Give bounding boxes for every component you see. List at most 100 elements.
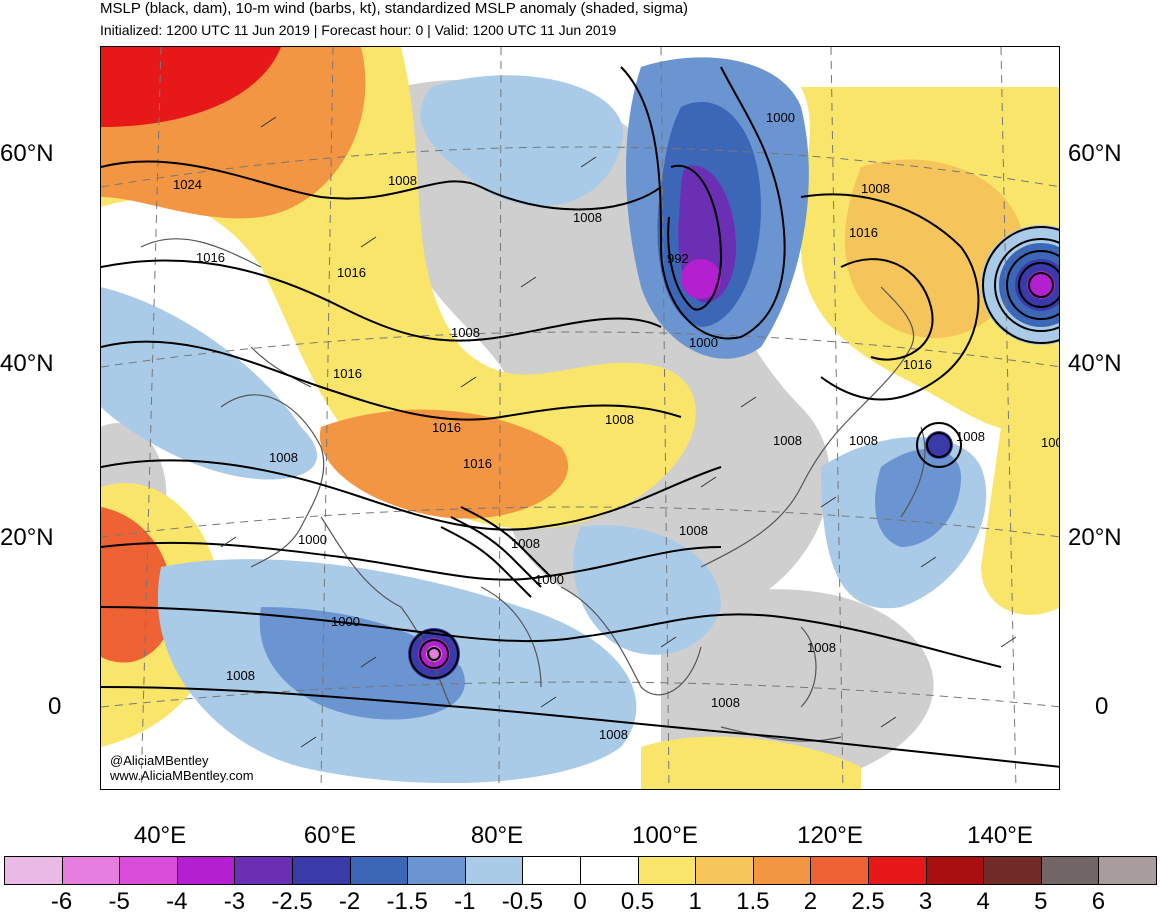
colorbar-label: 0 <box>573 888 587 915</box>
lat-label-right: 20°N <box>1068 524 1122 551</box>
low-center-anomaly <box>681 259 721 299</box>
colorbar-label: 2.5 <box>851 888 885 915</box>
lat-label-left: 20°N <box>0 524 54 551</box>
isobar-label: 1016 <box>432 420 461 435</box>
colorbar-swatch <box>1098 856 1157 885</box>
colorbar-swatch <box>868 856 927 885</box>
positive-anomaly-tibet <box>319 409 569 519</box>
lat-label-right: 0 <box>1095 693 1109 720</box>
colorbar-swatch <box>176 856 236 885</box>
colorbar-label: -3 <box>223 888 246 915</box>
negative-anomaly-bay-of-bengal <box>573 525 721 655</box>
isobar-label: 1008 <box>605 412 634 427</box>
colorbar-swatch <box>119 856 178 885</box>
colorbar-swatch <box>522 856 581 885</box>
colorbar-swatch <box>637 856 697 885</box>
colorbar-label: -2.5 <box>271 888 313 915</box>
credit-website: www.AliciaMBentley.com <box>110 768 254 783</box>
lat-label-right: 40°N <box>1068 350 1122 377</box>
colorbar-swatch <box>407 856 466 885</box>
colorbar-label: -1 <box>454 888 476 915</box>
isobar-label: 1008 <box>679 523 708 538</box>
isobar-label: 1008 <box>849 433 878 448</box>
negative-anomaly-west-pacific-core <box>875 448 961 547</box>
isobar-label: 1000 <box>535 572 564 587</box>
colorbar-label: -1.5 <box>386 888 428 915</box>
colorbar-label: 3 <box>918 888 933 915</box>
isobar-label-group: 1024 1016 1008 1008 1000 1008 992 1000 1… <box>173 110 1060 742</box>
isobar-label: 1000 <box>766 110 795 125</box>
colorbar-label: 5 <box>1034 888 1048 915</box>
isobar-label: 1016 <box>337 265 366 280</box>
negative-anomaly-west <box>101 287 318 480</box>
strong-positive-anomaly <box>101 47 281 127</box>
lat-label-right: 60°N <box>1068 140 1122 167</box>
lon-label: 140°E <box>967 822 1033 849</box>
isobar-label: 1008 <box>451 325 480 340</box>
isobar-label: 1016 <box>903 357 932 372</box>
isobar-label: 1024 <box>173 177 202 192</box>
map-canvas: 1024 1016 1008 1008 1000 1008 992 1000 1… <box>101 47 1060 789</box>
colorbar-label: 6 <box>1091 888 1106 915</box>
isobar-label: 1000 <box>689 335 718 350</box>
lon-label: 120°E <box>797 822 863 849</box>
colorbar-label: -0.5 <box>501 888 544 915</box>
coastlines <box>140 238 926 742</box>
colorbar-swatch <box>292 856 351 885</box>
lon-label: 60°E <box>303 822 357 849</box>
colorbar-swatch <box>4 856 63 885</box>
lat-label-left: 40°N <box>0 350 54 377</box>
isobar-label: 1008 <box>388 173 417 188</box>
isobar-label: 1008 <box>807 640 836 655</box>
colorbar-swatch <box>464 856 524 885</box>
isobar-label: 1008 <box>956 429 985 444</box>
isobar-label: 1008 <box>1041 435 1060 450</box>
colorbar-label: 1 <box>688 888 702 915</box>
colorbar-swatch <box>752 856 812 885</box>
colorbar-swatch <box>580 856 639 885</box>
lat-label-left: 0 <box>48 693 62 720</box>
isobar-label: 1016 <box>849 225 878 240</box>
isobar-label: 1016 <box>333 366 362 381</box>
isobar-label: 1016 <box>463 456 492 471</box>
isobar-label: 992 <box>667 251 689 266</box>
isobar-label: 1008 <box>269 450 298 465</box>
positive-anomaly-indonesia <box>641 736 861 789</box>
wind-barbs <box>220 116 1017 748</box>
colorbar-swatch <box>810 856 869 885</box>
negative-anomaly-north <box>420 75 624 207</box>
isobar-label: 1008 <box>773 433 802 448</box>
lon-label: 100°E <box>632 822 698 849</box>
credit-handle: @AliciaMBentley <box>110 753 209 768</box>
map-subtitle: Initialized: 1200 UTC 11 Jun 2019 | Fore… <box>100 22 617 38</box>
isobar-label: 1008 <box>599 727 628 742</box>
colorbar-swatch <box>1040 856 1100 885</box>
colorbar-label: 1.5 <box>736 888 770 915</box>
colorbar-swatch <box>983 856 1042 885</box>
isobar-label: 1008 <box>226 668 255 683</box>
colorbar-label: 0.5 <box>620 888 655 915</box>
lon-label: 80°E <box>470 822 524 849</box>
colorbar-swatch <box>234 856 293 885</box>
pacific-low-anomaly-core <box>1027 271 1055 299</box>
isobar-label: 1008 <box>711 695 740 710</box>
negative-anomaly-arabian-sea <box>259 607 465 720</box>
korea-low-anomaly <box>925 431 953 459</box>
colorbar-label: 4 <box>976 888 990 915</box>
colorbar <box>4 856 1157 885</box>
neutral-anomaly-region <box>391 79 830 624</box>
isobars <box>101 66 1059 768</box>
isobar-label: 1000 <box>298 532 327 547</box>
isobar-label: 1000 <box>331 614 360 629</box>
lat-label-left: 60°N <box>0 140 54 167</box>
weather-map: 1024 1016 1008 1008 1000 1008 992 1000 1… <box>100 46 1060 790</box>
map-title: MSLP (black, dam), 10-m wind (barbs, kt)… <box>100 0 689 17</box>
positive-anomaly-east-pacific <box>981 407 1059 615</box>
colorbar-label: -4 <box>166 888 188 915</box>
colorbar-swatch <box>61 856 121 885</box>
isobar-label: 1008 <box>573 210 602 225</box>
colorbar-swatch <box>695 856 754 885</box>
colorbar-label: 2 <box>803 888 818 915</box>
graticule <box>101 47 1059 789</box>
colorbar-label: -2 <box>338 888 361 915</box>
